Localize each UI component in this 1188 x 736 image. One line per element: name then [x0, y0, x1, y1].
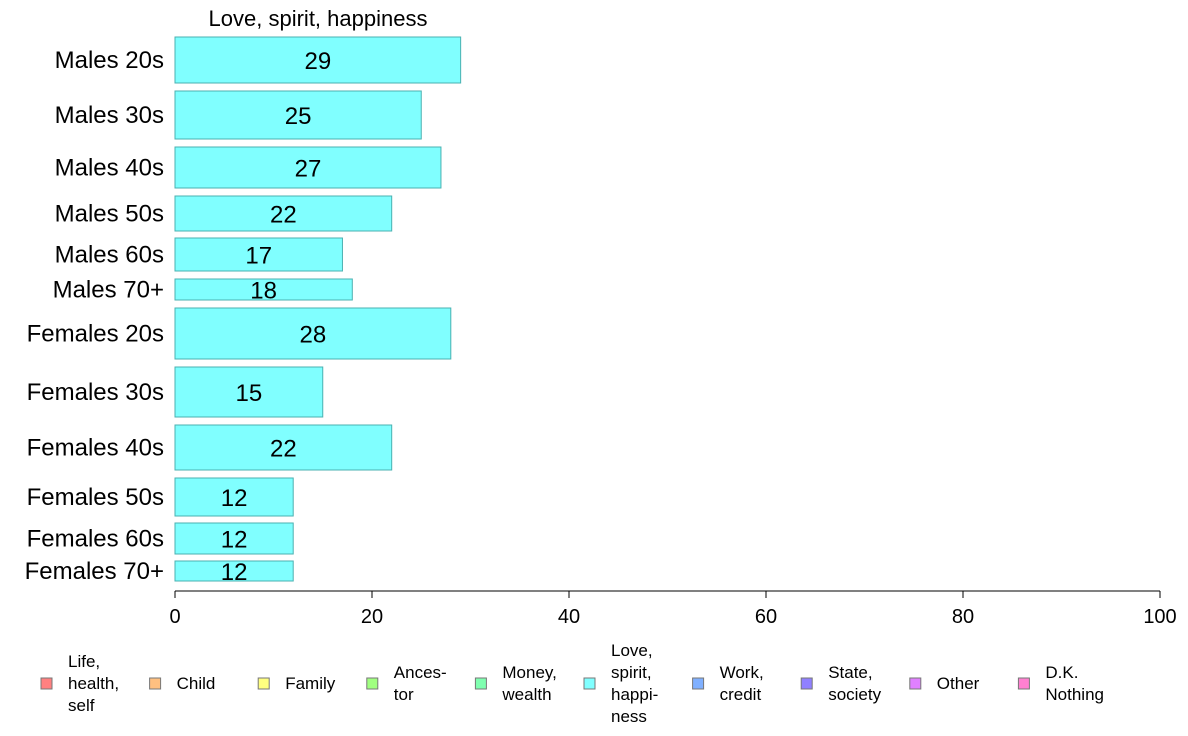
- x-tick-label: 80: [952, 606, 974, 628]
- legend-label: D.K. Nothing: [1045, 663, 1104, 704]
- bar: [174, 195, 393, 232]
- category-label: Females 50s: [27, 484, 164, 511]
- legend-swatch: [366, 677, 379, 690]
- category-label: Males 50s: [55, 201, 164, 228]
- x-tick-label: 60: [755, 606, 777, 628]
- x-tick-label: 0: [169, 606, 180, 628]
- value-label: 27: [295, 156, 322, 183]
- bar: [174, 90, 422, 140]
- category-label: Males 20s: [55, 47, 164, 74]
- legend-label: Other: [937, 674, 980, 693]
- bar: [174, 307, 452, 360]
- legend-swatch: [474, 677, 487, 690]
- bars: Males 20s 29 Males 30s 25 Males 40s 27 Males 5…: [25, 36, 462, 586]
- bar: [174, 278, 353, 301]
- value-label: 12: [221, 485, 248, 512]
- value-label: 25: [285, 103, 312, 130]
- value-label: 28: [300, 322, 327, 349]
- x-tick-label: 40: [558, 606, 580, 628]
- value-label: 29: [304, 48, 331, 75]
- value-label: 12: [221, 527, 248, 554]
- category-label: Males 40s: [55, 155, 164, 182]
- legend: Life, health, self Child Family Ances-tor Mone…: [40, 641, 1104, 726]
- category-label: Males 60s: [55, 242, 164, 269]
- value-label: 18: [250, 278, 277, 305]
- legend-label: Ances-tor: [394, 663, 447, 704]
- value-label: 22: [270, 202, 297, 229]
- legend-swatch: [1017, 677, 1030, 690]
- bar: [174, 522, 294, 555]
- legend-label: Family: [285, 674, 336, 693]
- legend-label: Work, credit: [720, 663, 764, 704]
- legend-label: Child: [177, 674, 216, 693]
- x-tick-label: 20: [361, 606, 383, 628]
- category-label: Males 30s: [55, 102, 164, 129]
- legend-label: Life, health, self: [68, 652, 119, 715]
- category-label: Females 40s: [27, 435, 164, 462]
- bar: [174, 424, 393, 471]
- bar: [174, 36, 462, 84]
- legend-swatch: [583, 677, 596, 690]
- category-label: Females 30s: [27, 379, 164, 406]
- bar: [174, 366, 324, 418]
- legend-swatch: [40, 677, 53, 690]
- legend-swatch: [692, 677, 705, 690]
- legend-label: Money, wealth: [501, 663, 557, 704]
- bar: [174, 560, 294, 582]
- value-label: 12: [221, 559, 248, 586]
- legend-swatch: [909, 677, 922, 690]
- category-label: Females 20s: [27, 321, 164, 348]
- x-tick-label: 100: [1143, 606, 1176, 628]
- value-label: 17: [245, 243, 272, 270]
- legend-label: Love, spirit, happi-ness: [611, 641, 658, 726]
- legend-label: State, society: [828, 663, 881, 704]
- bar: [174, 477, 294, 517]
- category-label: Males 70+: [53, 277, 164, 304]
- value-label: 15: [236, 380, 263, 407]
- legend-swatch: [800, 677, 813, 690]
- bar: [174, 237, 343, 272]
- legend-swatch: [149, 677, 162, 690]
- category-label: Females 70+: [25, 558, 164, 585]
- chart-title: Love, spirit, happiness: [209, 6, 428, 31]
- category-label: Females 60s: [27, 526, 164, 553]
- legend-swatch: [257, 677, 270, 690]
- x-axis: 0 20 40 60 80 100: [169, 590, 1177, 628]
- value-label: 22: [270, 436, 297, 463]
- bar: [174, 146, 442, 189]
